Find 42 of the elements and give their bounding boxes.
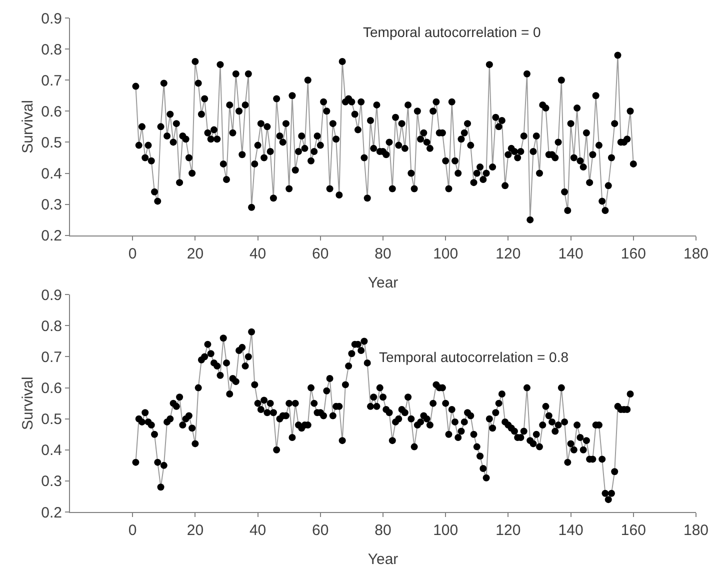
- y-tick-label: 0.6: [41, 380, 62, 398]
- y-tick-label: 0.4: [41, 166, 62, 183]
- x-axis-title: Year: [368, 551, 398, 568]
- x-tick-label: 120: [496, 522, 521, 539]
- x-tick-label: 40: [249, 522, 266, 539]
- x-tick-label: 100: [433, 522, 458, 539]
- annotation: Temporal autocorrelation = 0: [363, 24, 542, 40]
- y-tick-label: 0.2: [41, 228, 62, 245]
- y-axis-title: Survival: [19, 100, 36, 154]
- y-tick-label: 0.9: [41, 286, 62, 304]
- y-tick-label: 0.8: [41, 318, 62, 335]
- x-axis-title: Year: [368, 274, 398, 292]
- x-tick-label: 160: [620, 522, 646, 539]
- x-tick-label: 0: [128, 245, 137, 262]
- y-tick-label: 0.7: [41, 348, 62, 366]
- x-tick-label: 0: [128, 522, 137, 539]
- x-tick-label: 100: [433, 245, 458, 262]
- annotation: Temporal autocorrelation = 0.8: [379, 349, 569, 365]
- y-tick-label: 0.4: [41, 442, 62, 460]
- x-tick-label: 60: [312, 522, 329, 539]
- x-tick-label: 80: [374, 522, 392, 539]
- y-axis-title: Survival: [19, 376, 36, 430]
- x-tick-label: 140: [558, 522, 584, 539]
- x-tick-label: 20: [186, 245, 204, 262]
- x-tick-label: 180: [683, 245, 709, 262]
- x-tick-label: 140: [558, 245, 584, 262]
- x-tick-label: 20: [186, 522, 204, 539]
- x-tick-label: 160: [620, 245, 646, 262]
- y-tick-label: 0.3: [41, 196, 62, 214]
- x-tick-label: 60: [312, 245, 329, 262]
- y-tick-label: 0.5: [41, 134, 62, 152]
- x-tick-label: 180: [683, 522, 709, 539]
- y-tick-label: 0.3: [41, 473, 62, 490]
- y-tick-label: 0.9: [41, 10, 62, 28]
- y-tick-label: 0.2: [41, 504, 62, 522]
- y-tick-label: 0.7: [41, 72, 62, 90]
- x-tick-label: 120: [496, 245, 521, 262]
- x-tick-label: 40: [249, 245, 266, 262]
- y-tick-label: 0.6: [41, 103, 62, 120]
- y-tick-label: 0.5: [41, 411, 62, 428]
- x-tick-label: 80: [374, 245, 392, 262]
- y-tick-label: 0.8: [41, 41, 62, 58]
